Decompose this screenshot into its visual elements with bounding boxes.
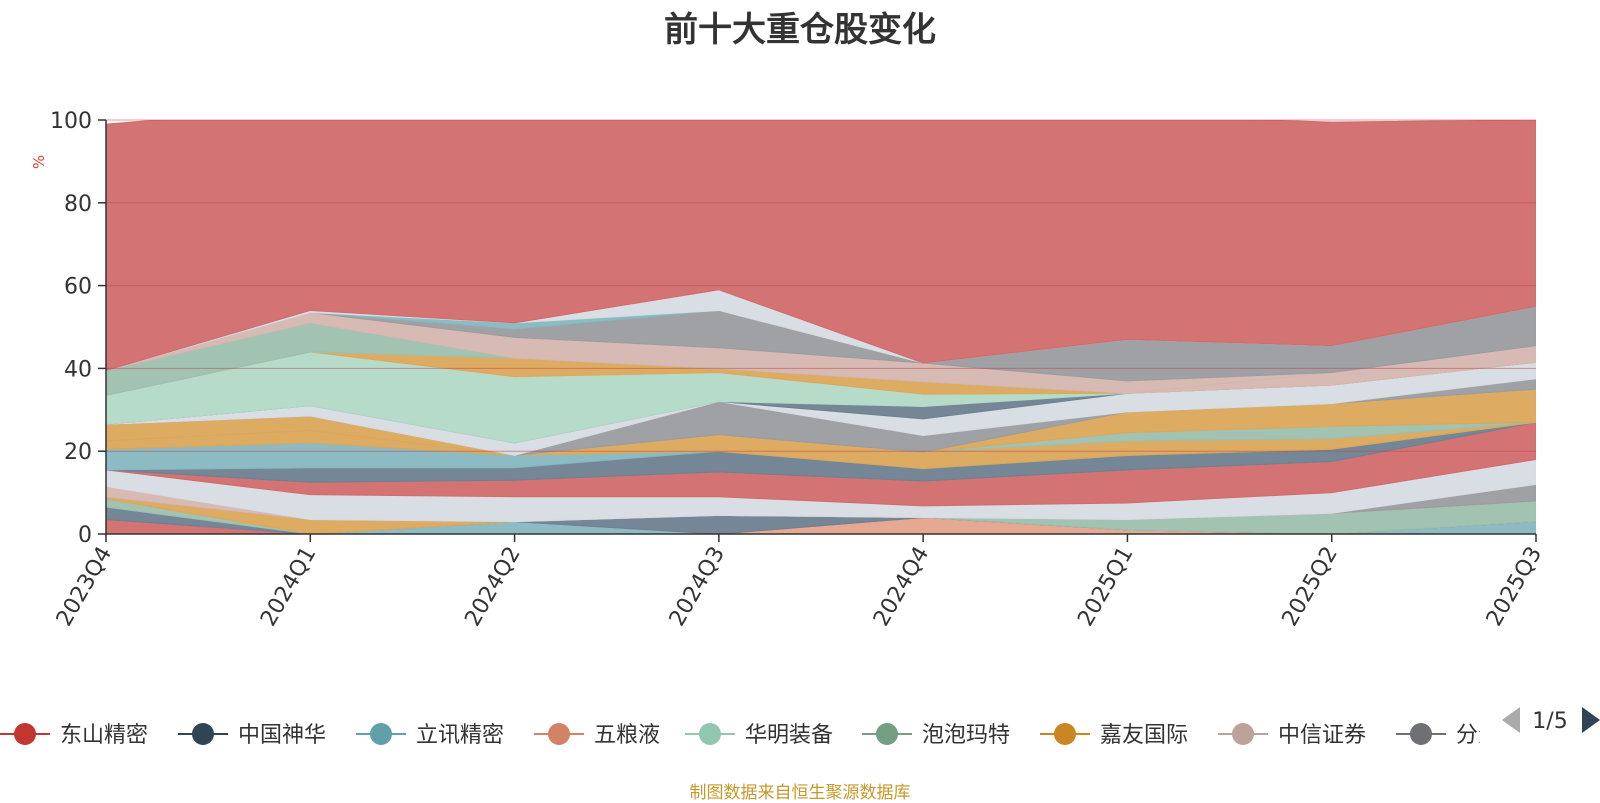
x-tick-label: 2025Q1 — [1073, 543, 1138, 631]
legend-label: 嘉友国际 — [1100, 723, 1188, 748]
legend-dot — [1410, 723, 1432, 745]
legend-dot — [876, 723, 898, 745]
legend-label: 华明装备 — [745, 723, 833, 748]
y-tick-label: 40 — [64, 357, 92, 382]
legend-item[interactable]: 嘉友国际 — [1040, 723, 1188, 748]
legend-pager: 1/5 — [1502, 707, 1600, 734]
legend-label: 中国神华 — [238, 723, 326, 748]
x-tick-label: 2024Q2 — [460, 543, 525, 631]
legend-item[interactable]: 中国神华 — [178, 723, 326, 748]
legend-label: 立讯精密 — [416, 723, 504, 748]
legend-label: 分众传媒 — [1456, 723, 1544, 748]
legend-prev-arrow-icon[interactable] — [1502, 707, 1520, 733]
legend-next-arrow-icon[interactable] — [1582, 707, 1600, 733]
legend-dot — [14, 723, 36, 745]
legend-dot — [548, 723, 570, 745]
y-tick-label: 20 — [64, 440, 92, 465]
x-tick-label: 2025Q2 — [1278, 543, 1343, 631]
legend-dot — [370, 723, 392, 745]
legend-item[interactable]: 五粮液 — [534, 723, 660, 748]
legend-dot — [192, 723, 214, 745]
x-tick-label: 2025Q3 — [1482, 543, 1547, 631]
legend-item[interactable]: 泡泡玛特 — [862, 723, 1010, 748]
y-axis-label: % — [30, 155, 48, 169]
gridlines — [106, 119, 1536, 452]
legend-label: 五粮液 — [594, 723, 660, 748]
x-tick-label: 2024Q1 — [256, 543, 321, 631]
x-tick-label: 2023Q4 — [52, 543, 117, 631]
legend-item[interactable]: 东山精密 — [0, 723, 148, 748]
y-tick-label: 0 — [78, 523, 92, 548]
area-series-group — [106, 120, 1536, 534]
legend-label: 泡泡玛特 — [922, 723, 1010, 748]
y-tick-label: 80 — [64, 192, 92, 217]
chart-title: 前十大重仓股变化 — [664, 10, 936, 50]
legend-dot — [1232, 723, 1254, 745]
legend-page-indicator: 1/5 — [1532, 709, 1567, 734]
x-tick-label: 2024Q4 — [869, 543, 934, 631]
legend: 东山精密 中国神华 立讯精密 五粮液 华明装备 泡泡玛特 嘉友国际 中信证券 分众传媒 — [0, 723, 1544, 748]
legend-dot — [699, 723, 721, 745]
y-tick-label: 60 — [64, 275, 92, 300]
legend-label: 中信证券 — [1278, 723, 1366, 748]
legend-dot — [1054, 723, 1076, 745]
source-note: 制图数据来自恒生聚源数据库 — [689, 783, 911, 803]
legend-label: 东山精密 — [60, 723, 148, 748]
legend-item[interactable]: 中信证券 — [1218, 723, 1366, 748]
legend-item[interactable]: 分众传媒 — [1396, 723, 1544, 748]
y-tick-label: 100 — [50, 109, 92, 134]
legend-item[interactable]: 华明装备 — [685, 723, 833, 748]
legend-item[interactable]: 立讯精密 — [356, 723, 504, 748]
x-tick-label: 2024Q3 — [665, 543, 730, 631]
area-series-26 — [106, 120, 1536, 371]
